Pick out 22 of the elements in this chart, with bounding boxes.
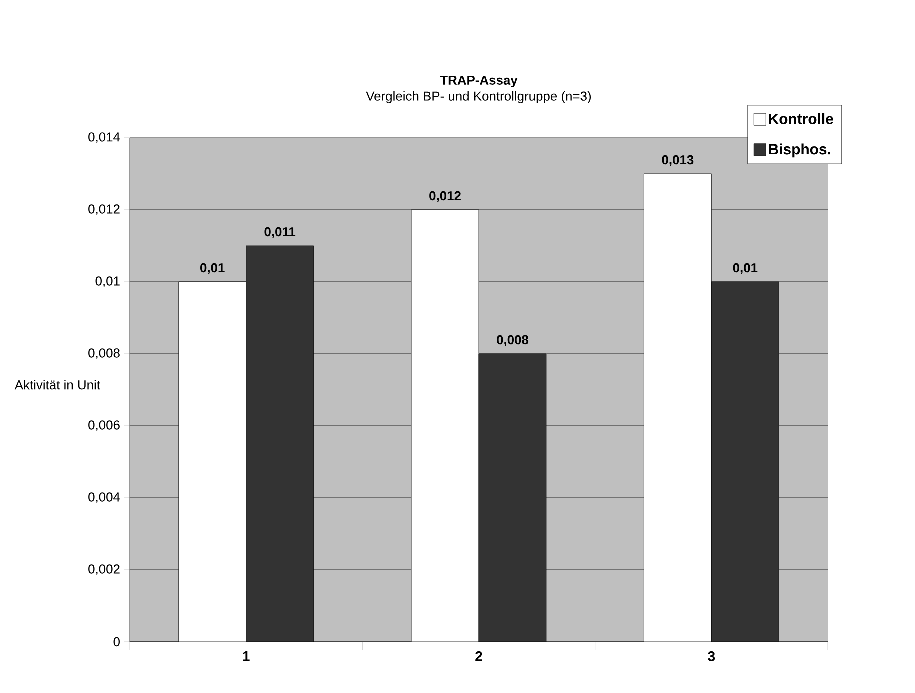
y-axis-title: Aktivität in Unit — [14, 380, 100, 390]
chart-subtitle: Vergleich BP- und Kontrollgruppe (n=3) — [366, 91, 592, 104]
y-tick-label: 0 — [114, 637, 120, 647]
legend-label: Kontrolle — [769, 113, 834, 124]
x-tick-label: 1 — [243, 652, 250, 662]
data-label: 0,013 — [662, 155, 694, 166]
y-tick-label: 0,01 — [96, 276, 120, 288]
x-tick-label: 3 — [708, 652, 716, 662]
data-label: 0,008 — [497, 335, 529, 346]
data-label: 0,011 — [264, 227, 296, 238]
data-label: 0,01 — [200, 263, 225, 274]
y-tick-label: 0,014 — [88, 132, 120, 144]
y-tick-label: 0,004 — [88, 492, 120, 504]
chart-title: TRAP-Assay — [440, 76, 518, 88]
y-tick-label: 0,006 — [88, 420, 120, 432]
y-tick-label: 0,008 — [88, 348, 120, 360]
data-label: 0,01 — [733, 263, 758, 274]
y-tick-label: 0,002 — [88, 564, 120, 576]
data-label: 0,012 — [430, 191, 461, 202]
legend-label: Bisphos. — [769, 144, 830, 158]
x-tick-label: 2 — [476, 652, 482, 662]
y-tick-label: 0,012 — [88, 204, 120, 216]
